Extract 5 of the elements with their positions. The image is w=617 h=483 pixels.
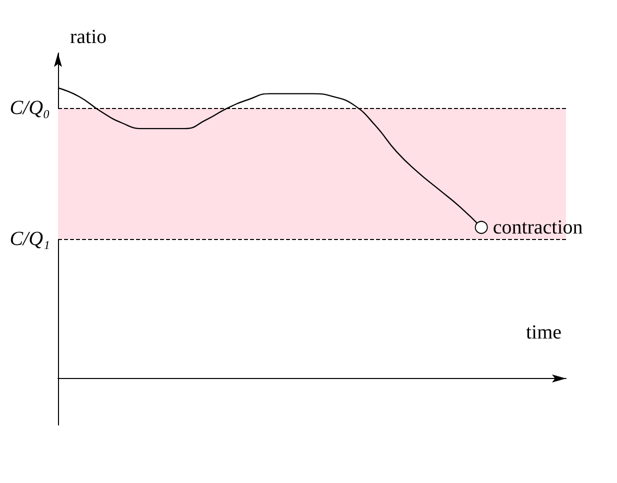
x-axis-title: time [526, 322, 562, 344]
y-axis-title: ratio [70, 26, 107, 48]
ref-line-label: C/Q₀ [10, 97, 50, 120]
annotation: contraction [492, 216, 583, 238]
ref-line-label: C/Q₁ [10, 228, 50, 250]
